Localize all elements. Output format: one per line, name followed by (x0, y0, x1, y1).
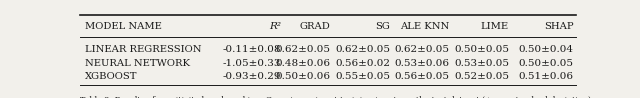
Text: 0.50±0.05: 0.50±0.05 (454, 45, 509, 54)
Text: 0.53±0.06: 0.53±0.06 (394, 59, 449, 68)
Text: 0.51±0.06: 0.51±0.06 (518, 72, 573, 81)
Text: SG: SG (375, 22, 390, 31)
Text: 0.50±0.04: 0.50±0.04 (518, 45, 573, 54)
Text: 0.50±0.05: 0.50±0.05 (518, 59, 573, 68)
Text: 0.62±0.05: 0.62±0.05 (275, 45, 330, 54)
Text: SHAP: SHAP (544, 22, 573, 31)
Text: GRAD: GRAD (300, 22, 330, 31)
Text: 0.53±0.05: 0.53±0.05 (454, 59, 509, 68)
Text: -0.11±0.08: -0.11±0.08 (222, 45, 281, 54)
Text: 0.62±0.05: 0.62±0.05 (335, 45, 390, 54)
Text: 0.56±0.05: 0.56±0.05 (394, 72, 449, 81)
Text: MODEL NAME: MODEL NAME (85, 22, 162, 31)
Text: LINEAR REGRESSION: LINEAR REGRESSION (85, 45, 202, 54)
Text: 0.62±0.05: 0.62±0.05 (394, 45, 449, 54)
Text: LIME: LIME (481, 22, 509, 31)
Text: NEURAL NETWORK: NEURAL NETWORK (85, 59, 190, 68)
Text: 0.50±0.06: 0.50±0.06 (275, 72, 330, 81)
Text: 0.48±0.06: 0.48±0.06 (275, 59, 330, 68)
Text: ALE KNN: ALE KNN (400, 22, 449, 31)
Text: 0.55±0.05: 0.55±0.05 (335, 72, 390, 81)
Text: XGBOOST: XGBOOST (85, 72, 138, 81)
Text: -0.93±0.29: -0.93±0.29 (222, 72, 281, 81)
Text: -1.05±0.33: -1.05±0.33 (222, 59, 281, 68)
Text: 0.52±0.05: 0.52±0.05 (454, 72, 509, 81)
Text: R²: R² (269, 22, 281, 31)
Text: 0.56±0.02: 0.56±0.02 (335, 59, 390, 68)
Text: Table 2: Results of sensitivity benchmarking. Gaussian noise at training inputs : Table 2: Results of sensitivity benchmar… (80, 96, 594, 98)
